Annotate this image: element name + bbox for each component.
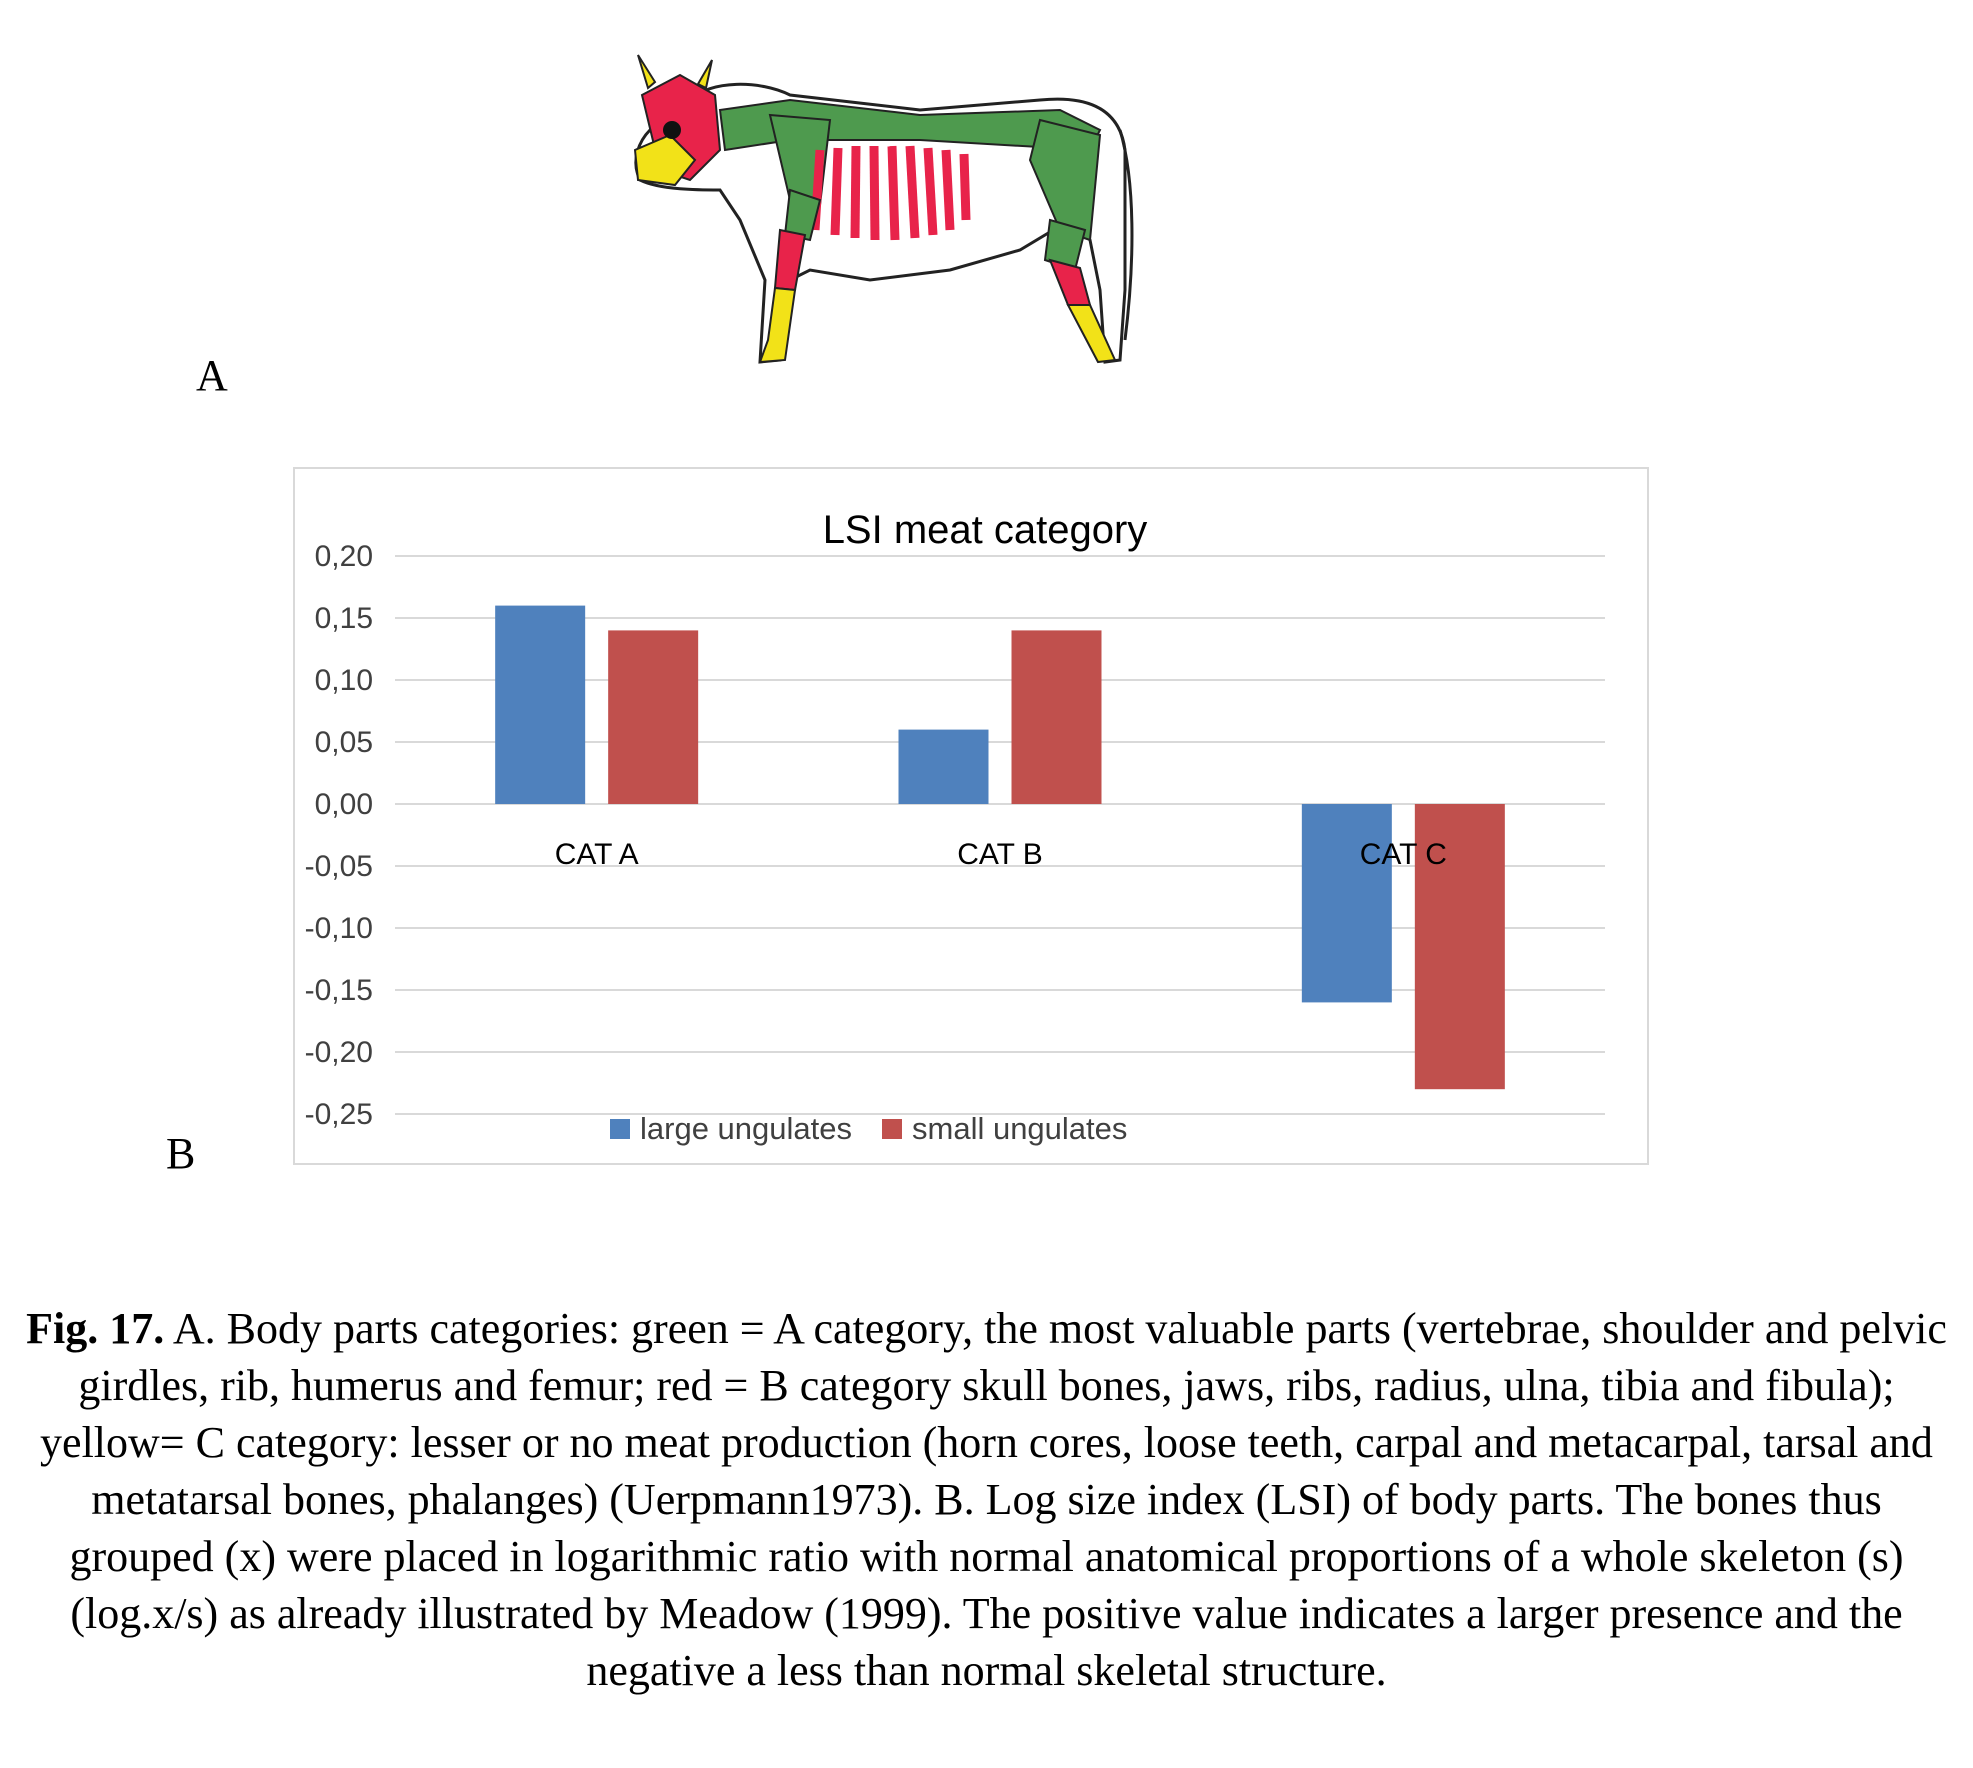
category-label: CAT A <box>555 838 639 871</box>
ribs-red <box>810 145 971 241</box>
cow-skeleton-illustration <box>633 54 1134 364</box>
horn-right <box>696 59 713 90</box>
front-leg-yellow <box>758 286 797 364</box>
legend-label: small ungulates <box>912 1111 1127 1146</box>
y-tick-label: -0,05 <box>305 850 373 883</box>
legend-swatch <box>610 1119 630 1139</box>
y-tick-label: 0,00 <box>315 788 373 821</box>
category-label: CAT B <box>957 838 1043 871</box>
gridlines <box>395 555 1605 1115</box>
y-tick-label: 0,10 <box>315 664 373 697</box>
bar-small-cat-b <box>1011 630 1102 804</box>
y-tick-label: -0,10 <box>305 912 373 945</box>
panel-label-b: B <box>166 1129 196 1178</box>
figure-caption: Fig. 17. A. Body parts categories: green… <box>20 1300 1953 1699</box>
bars <box>495 605 1505 1090</box>
caption-label: Fig. 17. <box>26 1304 165 1353</box>
pelvis-green <box>1028 118 1102 242</box>
legend-label: large ungulates <box>640 1111 852 1146</box>
y-tick-label: -0,15 <box>305 974 373 1007</box>
bar-small-cat-a <box>608 630 699 804</box>
horn-left <box>637 54 657 90</box>
panel-label-a: A <box>196 351 228 400</box>
bar-large-cat-b <box>898 729 989 804</box>
caption-text: A. Body parts categories: green = A cate… <box>40 1304 1947 1695</box>
bar-large-cat-c <box>1301 804 1392 1003</box>
y-tick-label: -0,25 <box>305 1098 373 1131</box>
bar-small-cat-c <box>1414 804 1505 1090</box>
y-tick-label: 0,15 <box>315 602 373 635</box>
y-tick-label: -0,20 <box>305 1036 373 1069</box>
hind-leg-yellow <box>1066 304 1117 364</box>
legend: large ungulates small ungulates <box>610 1111 1127 1146</box>
jaw-yellow <box>633 133 697 187</box>
radius-red <box>773 228 807 292</box>
y-tick-labels: 0,20 0,15 0,10 0,05 0,00 -0,05 -0,10 -0,15 -0,20… <box>305 540 373 1131</box>
chart-title: LSI meat category <box>823 508 1148 552</box>
y-tick-label: 0,20 <box>315 540 373 573</box>
category-label: CAT C <box>1360 838 1447 871</box>
category-labels: CAT A CAT B CAT C <box>555 838 1447 871</box>
humerus-green <box>783 188 822 242</box>
bar-large-cat-a <box>495 605 586 804</box>
tail <box>1118 129 1134 341</box>
chart-frame: LSI meat category 0,20 0,15 0,10 0,05 0,00 -0… <box>293 467 1649 1165</box>
bar-chart: LSI meat category 0,20 0,15 0,10 0,05 0,00 -0… <box>305 508 1605 1146</box>
eye <box>663 121 681 139</box>
legend-swatch <box>882 1119 902 1139</box>
y-tick-label: 0,05 <box>315 726 373 759</box>
tibia-red <box>1048 258 1092 306</box>
